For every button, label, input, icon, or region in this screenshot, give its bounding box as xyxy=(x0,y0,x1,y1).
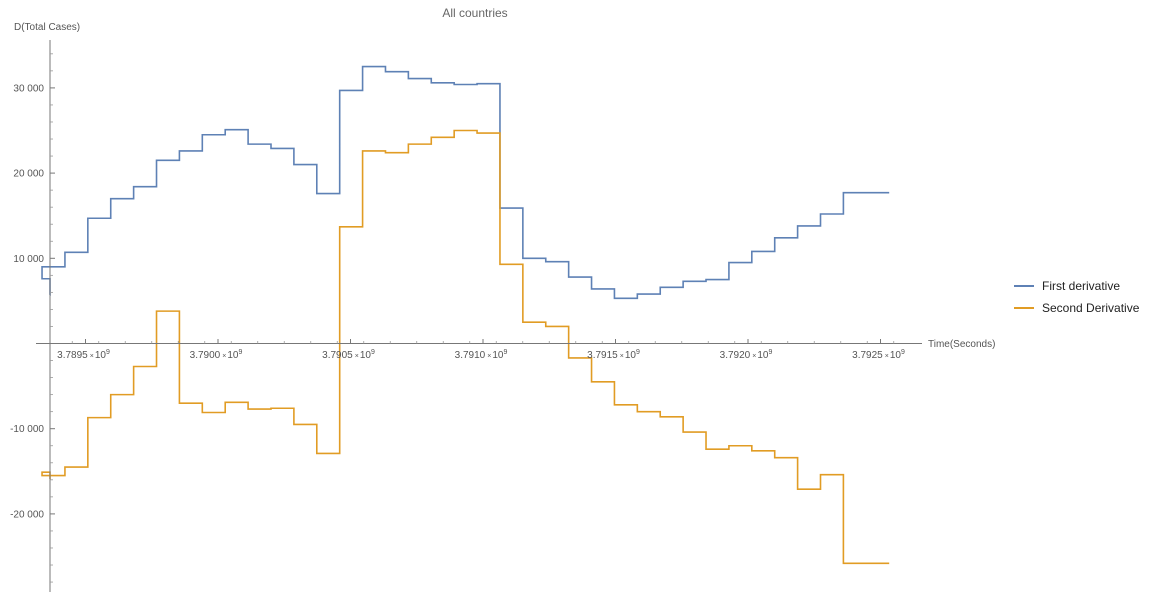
x-tick-times: × xyxy=(487,353,491,360)
x-tick-times: × xyxy=(885,353,889,360)
y-tick-label: 20 000 xyxy=(13,169,44,180)
x-tick-base: 10 xyxy=(625,350,637,361)
x-tick-times: × xyxy=(222,353,226,360)
x-tick-base: 10 xyxy=(227,350,239,361)
x-tick-label: 3.7925 ×109 xyxy=(852,349,905,361)
x-tick-mantissa: 3.7905 xyxy=(322,350,353,361)
y-tick-label: 10 000 xyxy=(13,254,44,265)
y-axis-label: D(Total Cases) xyxy=(14,22,80,33)
legend-item-second-derivative: Second Derivative xyxy=(1014,301,1140,315)
series-line-second-derivative xyxy=(41,129,890,565)
x-tick-label: 3.7915 ×109 xyxy=(587,349,640,361)
x-tick-mantissa: 3.7895 xyxy=(57,350,88,361)
x-tick-label: 3.7900 ×109 xyxy=(190,349,243,361)
chart-title: All countries xyxy=(442,6,507,20)
x-tick-times: × xyxy=(752,353,756,360)
x-tick-exponent: 9 xyxy=(768,349,772,356)
x-tick-label: 3.7920 ×109 xyxy=(720,349,773,361)
x-tick-base: 10 xyxy=(757,350,769,361)
x-tick-exponent: 9 xyxy=(371,349,375,356)
series-line-first-derivative xyxy=(41,65,890,300)
x-tick-times: × xyxy=(620,353,624,360)
x-tick-label: 3.7895 ×109 xyxy=(57,349,110,361)
x-tick-mantissa: 3.7900 xyxy=(190,350,221,361)
x-tick-mantissa: 3.7910 xyxy=(455,350,486,361)
x-tick-mantissa: 3.7920 xyxy=(720,350,751,361)
x-tick-mantissa: 3.7915 xyxy=(587,350,618,361)
x-tick-base: 10 xyxy=(492,350,504,361)
x-tick-base: 10 xyxy=(890,350,902,361)
x-tick-exponent: 9 xyxy=(636,349,640,356)
legend: First derivative Second Derivative xyxy=(1014,279,1140,315)
x-tick-exponent: 9 xyxy=(106,349,110,356)
legend-label-second-derivative: Second Derivative xyxy=(1042,301,1140,315)
x-tick-exponent: 9 xyxy=(901,349,905,356)
x-axis-label: Time(Seconds) xyxy=(928,339,995,350)
x-tick-label: 3.7910 ×109 xyxy=(455,349,508,361)
legend-label-first-derivative: First derivative xyxy=(1042,279,1120,293)
x-tick-times: × xyxy=(355,353,359,360)
y-tick-label: -20 000 xyxy=(10,509,44,520)
x-tick-base: 10 xyxy=(360,350,372,361)
x-tick-times: × xyxy=(90,353,94,360)
x-tick-mantissa: 3.7925 xyxy=(852,350,883,361)
x-tick-base: 10 xyxy=(95,350,107,361)
y-tick-label: 30 000 xyxy=(13,83,44,94)
legend-item-first-derivative: First derivative xyxy=(1014,279,1120,293)
y-tick-label: -10 000 xyxy=(10,424,44,435)
x-tick-exponent: 9 xyxy=(238,349,242,356)
x-tick-exponent: 9 xyxy=(503,349,507,356)
x-tick-label: 3.7905 ×109 xyxy=(322,349,375,361)
